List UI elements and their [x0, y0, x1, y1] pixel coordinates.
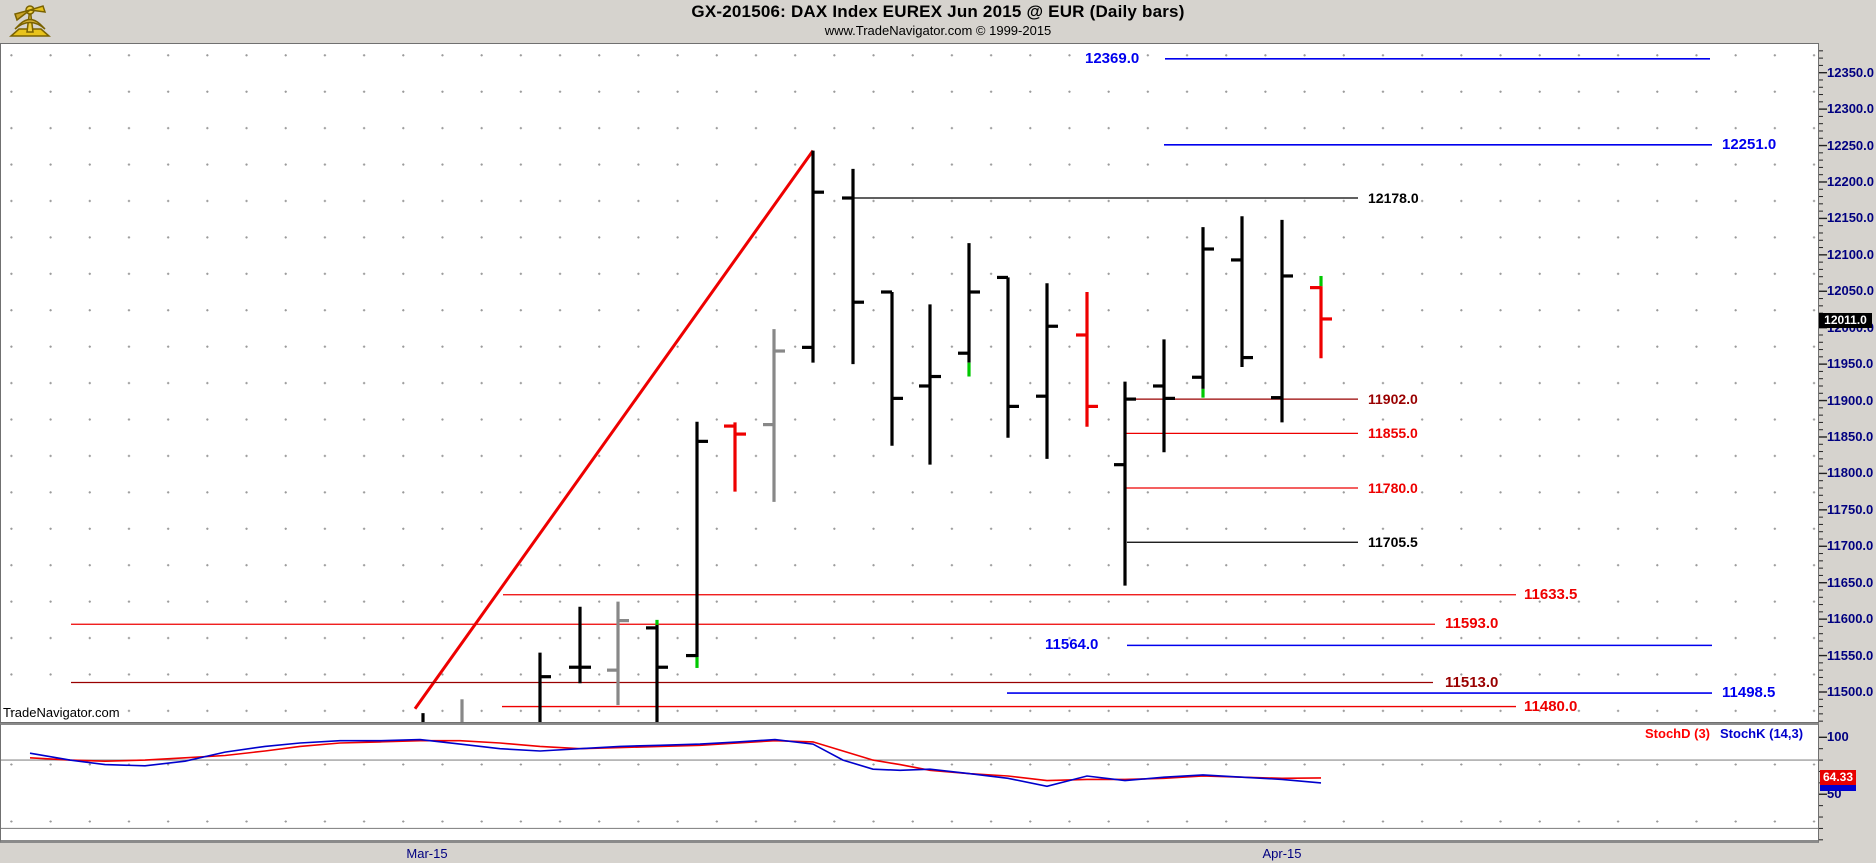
ohlc-bar	[1036, 283, 1058, 459]
ohlc-bar	[1310, 275, 1332, 359]
ohlc-bar	[881, 290, 903, 446]
ohlc-bar	[686, 421, 708, 668]
ohlc-bar	[724, 422, 746, 492]
ohlc-bar	[607, 601, 629, 706]
ohlc-bar	[958, 243, 980, 377]
ohlc-bar	[569, 606, 591, 684]
chart-subtitle: www.TradeNavigator.com © 1999-2015	[824, 23, 1052, 38]
ohlc-bar	[538, 652, 551, 722]
price-panel[interactable]	[0, 43, 1819, 723]
ohlc-bar	[1271, 219, 1293, 423]
chart-title: GX-201506: DAX Index EUREX Jun 2015 @ EU…	[691, 2, 1185, 21]
ohlc-bar	[1076, 291, 1098, 427]
chart-header: GX-201506: DAX Index EUREX Jun 2015 @ EU…	[0, 2, 1876, 38]
stoch-k-line	[29, 738, 1322, 788]
ohlc-bar	[646, 619, 668, 722]
ohlc-bar	[919, 304, 941, 465]
price-panel-drawing	[71, 58, 1712, 722]
ohlc-bar	[842, 168, 864, 365]
ohlc-bar	[1192, 227, 1214, 398]
ohlc-bar	[1153, 339, 1175, 453]
ohlc-bar	[1114, 381, 1136, 586]
ohlc-bar	[763, 329, 785, 502]
ohlc-bar	[997, 275, 1019, 438]
ohlc-bar	[802, 150, 824, 363]
stoch-d-line	[29, 739, 1322, 782]
ohlc-bar	[1231, 216, 1253, 368]
trade-navigator-logo-icon	[5, 2, 55, 51]
trend-line	[413, 149, 815, 710]
